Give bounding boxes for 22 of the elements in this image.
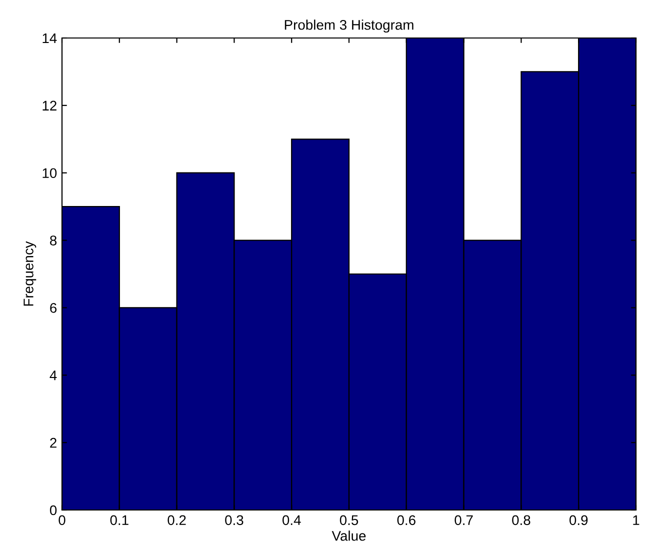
x-tick-label: 0.2 [168, 515, 186, 526]
y-tick-label: 6 [50, 303, 57, 313]
y-tick-label: 14 [42, 33, 57, 44]
y-tick-label: 10 [42, 168, 57, 178]
y-tick-label: 2 [50, 438, 56, 448]
y-tick-label: 4 [50, 370, 57, 380]
x-tick-label: 0.7 [454, 515, 473, 526]
x-tick-label: 0.4 [282, 515, 301, 526]
y-tick-label: 8 [50, 236, 57, 246]
x-axis-title: Value [332, 530, 366, 541]
x-tick-label: 1 [633, 515, 640, 525]
x-tick-label: 0.1 [110, 515, 128, 526]
x-tick-label: 0.6 [397, 515, 416, 526]
x-tick-label: 0.5 [340, 515, 358, 526]
y-tick-label: 12 [42, 100, 56, 110]
chart-title: Problem 3 Histogram [284, 20, 414, 33]
y-axis-title: Frequency [24, 241, 36, 306]
x-tick-label: 0.9 [569, 515, 588, 526]
x-tick-label: 0 [58, 515, 66, 526]
y-tick-label: 0 [50, 505, 57, 516]
x-tick-label: 0.3 [225, 515, 244, 526]
x-tick-label: 0.8 [512, 515, 530, 526]
